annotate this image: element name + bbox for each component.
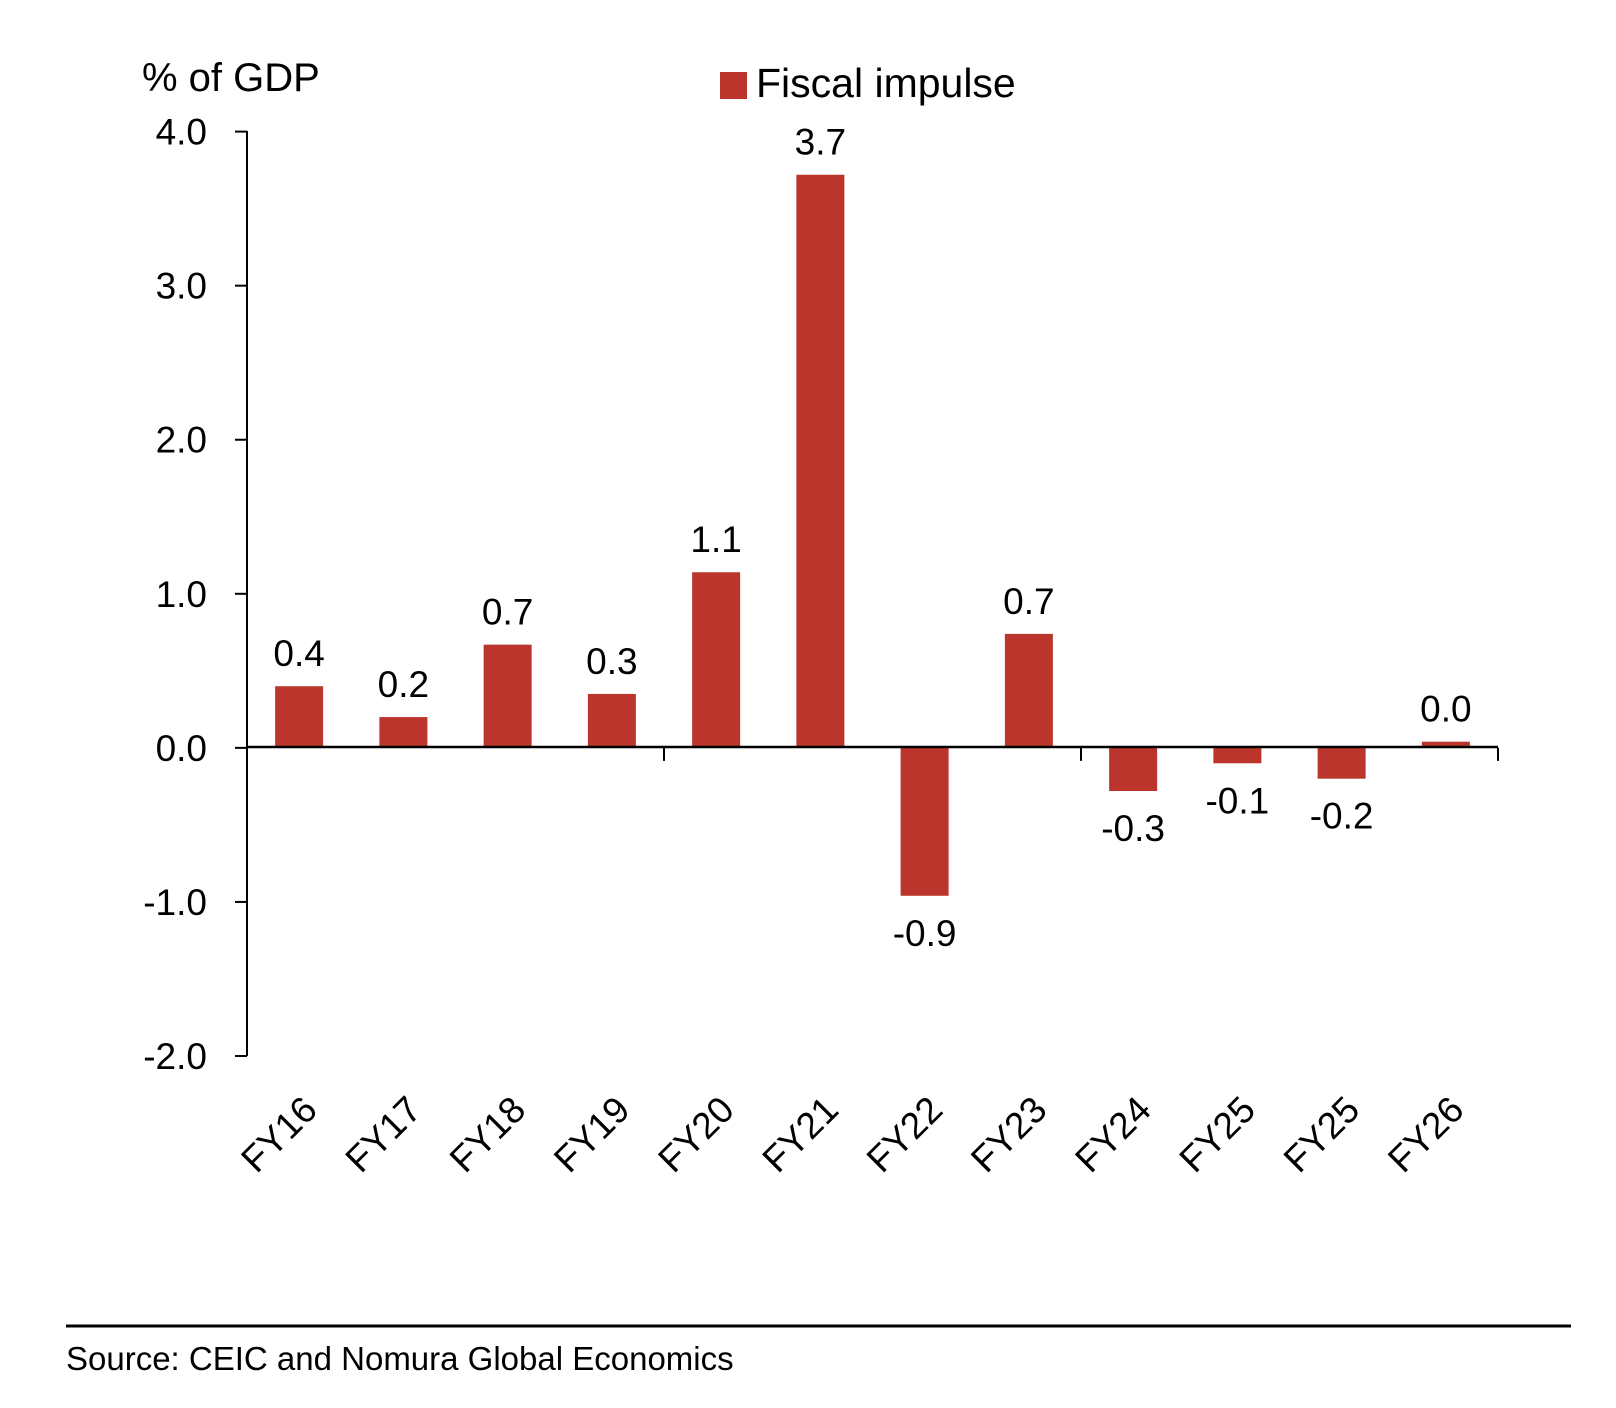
- bar: [379, 717, 428, 748]
- x-tick-label: FY20: [650, 1089, 742, 1181]
- bar: [1004, 633, 1053, 748]
- x-tick-label: FY17: [338, 1089, 430, 1181]
- x-tick-label: FY18: [442, 1089, 534, 1181]
- y-tick-label: 0.0: [156, 728, 207, 769]
- bar: [587, 693, 636, 748]
- x-tick-label: FY23: [963, 1089, 1055, 1181]
- bar: [1317, 747, 1366, 779]
- data-label: 0.7: [1003, 581, 1054, 622]
- y-axis-label: % of GDP: [142, 56, 320, 100]
- data-label: -0.3: [1101, 808, 1165, 849]
- bar: [692, 572, 741, 748]
- y-tick-label: -1.0: [143, 882, 207, 923]
- legend: Fiscal impulse: [720, 60, 1016, 106]
- data-label: 1.1: [690, 519, 741, 560]
- bar: [900, 747, 949, 896]
- bar: [1421, 741, 1470, 748]
- legend-label: Fiscal impulse: [756, 60, 1016, 106]
- bar: [483, 644, 532, 748]
- y-tick-label: 3.0: [156, 266, 207, 307]
- bar: [1109, 747, 1158, 792]
- x-tick-label: FY22: [859, 1089, 951, 1181]
- data-label: 0.2: [378, 664, 429, 705]
- x-tick-label: FY21: [755, 1089, 847, 1181]
- data-label: 0.4: [273, 633, 324, 674]
- data-label: -0.2: [1310, 796, 1374, 837]
- data-label: 3.7: [795, 122, 846, 163]
- x-tick-label: FY25: [1276, 1089, 1368, 1181]
- x-tick-label: FY26: [1380, 1089, 1472, 1181]
- source-note: Source: CEIC and Nomura Global Economics: [66, 1340, 734, 1377]
- data-label: -0.1: [1205, 780, 1269, 821]
- data-label: -0.9: [893, 913, 957, 954]
- data-label: 0.7: [482, 592, 533, 633]
- x-tick-label: FY19: [546, 1089, 638, 1181]
- y-tick-label: 2.0: [156, 420, 207, 461]
- y-tick-label: 4.0: [156, 112, 207, 153]
- x-tick-label: FY16: [233, 1089, 325, 1181]
- y-tick-label: -2.0: [143, 1036, 207, 1077]
- data-label: 0.3: [586, 641, 637, 682]
- y-tick-label: 1.0: [156, 574, 207, 615]
- bar: [1213, 747, 1262, 764]
- x-tick-label: FY25: [1172, 1089, 1264, 1181]
- data-label: 0.0: [1420, 689, 1471, 730]
- bar: [275, 686, 324, 748]
- bar: [796, 174, 845, 748]
- x-tick-label: FY24: [1067, 1089, 1159, 1181]
- legend-swatch: [720, 72, 747, 99]
